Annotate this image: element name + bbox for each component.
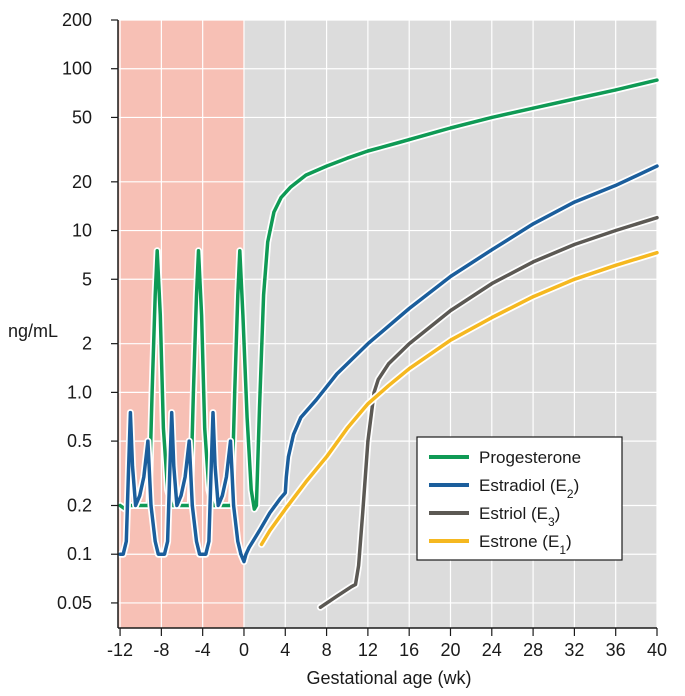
x-tick-label: -8 <box>153 640 169 660</box>
x-tick-label: 24 <box>482 640 502 660</box>
series-lines <box>116 76 661 611</box>
x-tick-label: -12 <box>107 640 133 660</box>
legend-entry: Estriol (E3) <box>479 504 560 529</box>
y-tick-labels: 0.05 0.1 0.2 0.5 1.0 2 5 10 20 50 100 200 <box>57 10 92 613</box>
x-tick-label: -4 <box>195 640 211 660</box>
x-tick-label: 12 <box>358 640 378 660</box>
x-tick-label: 20 <box>440 640 460 660</box>
axes <box>111 19 658 636</box>
series-line-3 <box>259 250 659 547</box>
x-tick-label: 28 <box>523 640 543 660</box>
legend-entry: Progesterone <box>479 448 581 467</box>
y-tick-label: 50 <box>72 107 92 127</box>
legend-entry: Estrone (E1) <box>479 532 572 557</box>
y-tick-label: 2 <box>82 334 92 354</box>
y-tick-label: 0.1 <box>67 544 92 564</box>
y-tick-label: 0.2 <box>67 495 92 515</box>
y-axis-label: ng/mL <box>8 321 58 341</box>
x-tick-label: 0 <box>239 640 249 660</box>
y-tick-label: 1.0 <box>67 382 92 402</box>
series-line-1 <box>118 164 659 564</box>
y-tick-label: 5 <box>82 269 92 289</box>
pre-pregnancy-shaded-region <box>118 20 244 628</box>
x-tick-labels: -12 -8 -4 0 4 8 12 16 20 24 28 32 36 40 <box>107 640 667 660</box>
y-tick-label: 0.5 <box>67 431 92 451</box>
y-tick-label: 200 <box>62 10 92 30</box>
x-tick-label: 16 <box>399 640 419 660</box>
y-tick-label: 10 <box>72 221 92 241</box>
y-tick-label: 100 <box>62 59 92 79</box>
x-tick-label: 40 <box>647 640 667 660</box>
y-tick-label: 20 <box>72 172 92 192</box>
x-tick-label: 32 <box>564 640 584 660</box>
y-tick-label: 0.05 <box>57 593 92 613</box>
x-tick-label: 4 <box>280 640 290 660</box>
x-tick-label: 36 <box>606 640 626 660</box>
series-line-2 <box>318 215 659 610</box>
x-tick-label: 8 <box>322 640 332 660</box>
legend: Progesterone Estradiol (E2) Estriol (E3) Es… <box>416 436 623 561</box>
x-axis-label: Gestational age (wk) <box>306 668 471 688</box>
legend-entry: Estradiol (E2) <box>479 476 579 501</box>
series-line-0 <box>118 78 659 511</box>
